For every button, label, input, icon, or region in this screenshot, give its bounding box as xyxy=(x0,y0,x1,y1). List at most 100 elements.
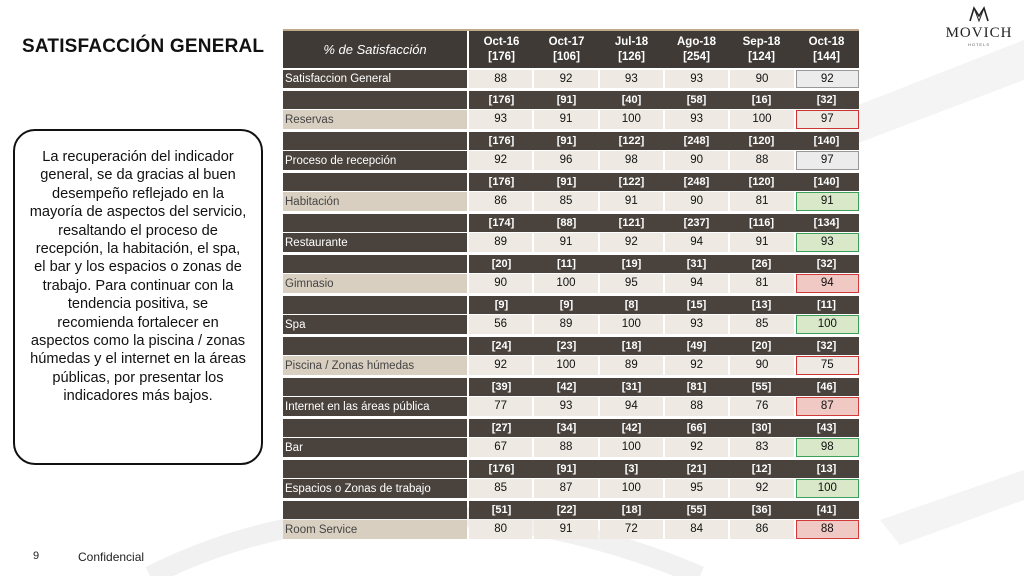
count-cell: [20] xyxy=(491,258,512,270)
count-row: [176] [91] [122] [248] [120] [140] xyxy=(283,132,859,150)
header-column: Oct-17 [106] xyxy=(534,31,599,68)
count-cells: [24] [23] [18] [49] [20] [32] xyxy=(469,337,859,355)
value-cell: 81 xyxy=(730,192,794,211)
count-cell: [81] xyxy=(686,381,707,393)
count-row-spacer xyxy=(283,91,467,109)
movich-logo: MOVICH HOTELS xyxy=(943,6,1015,47)
count-cell: [122] xyxy=(618,135,645,147)
column-count: [176] xyxy=(488,51,515,63)
count-cells: [176] [91] [40] [58] [16] [32] xyxy=(469,91,859,109)
value-row: Proceso de recepción 92 96 98 90 88 97 xyxy=(283,151,859,170)
count-cell: [91] xyxy=(556,463,577,475)
count-cell: [31] xyxy=(686,258,707,270)
count-cell: [91] xyxy=(556,94,577,106)
value-cells: 93 91 100 93 100 97 xyxy=(469,110,859,129)
logo-sub: HOTELS xyxy=(967,42,990,47)
value-cell: 86 xyxy=(730,520,794,539)
count-cell: [91] xyxy=(556,176,577,188)
count-cell: [55] xyxy=(686,504,707,516)
count-cell: [13] xyxy=(816,463,837,475)
count-cell: [42] xyxy=(556,381,577,393)
general-value-cell: 92 xyxy=(795,70,859,88)
count-cell: [248] xyxy=(683,135,710,147)
table-block: [176] [91] [3] [21] [12] [13] Espacios o Zonas… xyxy=(283,460,859,498)
row-label: Restaurante xyxy=(283,233,467,252)
column-period: Sep-18 xyxy=(742,36,781,48)
count-cell: [32] xyxy=(816,94,837,106)
value-cell: 88 xyxy=(534,438,598,457)
value-cell: 86 xyxy=(469,192,533,211)
count-row-spacer xyxy=(283,173,467,191)
count-cell: [237] xyxy=(683,217,710,229)
count-cell: [91] xyxy=(556,135,577,147)
value-cells: 77 93 94 88 76 87 xyxy=(469,397,859,416)
general-value-cell: 88 xyxy=(469,70,533,88)
row-label: Piscina / Zonas húmedas xyxy=(283,356,467,375)
value-cell: 98 xyxy=(599,151,663,170)
count-cell: [40] xyxy=(621,94,642,106)
value-cell: 81 xyxy=(730,274,794,293)
count-cell: [49] xyxy=(686,340,707,352)
count-cell: [11] xyxy=(817,299,836,311)
column-period: Oct-16 xyxy=(483,36,520,48)
value-cell: 80 xyxy=(469,520,533,539)
count-row: [27] [34] [42] [66] [30] [43] xyxy=(283,419,859,437)
value-cell: 95 xyxy=(664,479,729,498)
table-header: % de Satisfacción Oct-16 [176] Oct-17 [106]… xyxy=(283,31,859,68)
value-cell: 91 xyxy=(534,233,598,252)
value-cells: 80 91 72 84 86 88 xyxy=(469,520,859,539)
header-column: Oct-16 [176] xyxy=(469,31,534,68)
satisfaction-table: % de Satisfacción Oct-16 [176] Oct-17 [106]… xyxy=(283,31,859,539)
count-cell: [27] xyxy=(491,422,512,434)
table-block: [51] [22] [18] [55] [36] [41] Room Service 80 91… xyxy=(283,501,859,539)
count-row-spacer xyxy=(283,255,467,273)
count-cell: [120] xyxy=(748,176,775,188)
value-row: Habitación 86 85 91 90 81 91 xyxy=(283,192,859,211)
column-period: Ago-18 xyxy=(677,36,716,48)
count-row-spacer xyxy=(283,296,467,314)
value-cell: 93 xyxy=(469,110,533,129)
count-cell: [39] xyxy=(491,381,512,393)
count-cell: [26] xyxy=(751,258,772,270)
count-row: [39] [42] [31] [81] [55] [46] xyxy=(283,378,859,396)
count-row-spacer xyxy=(283,501,467,519)
value-cell: 100 xyxy=(534,274,598,293)
value-cell: 94 xyxy=(599,397,663,416)
summary-text: La recuperación del indicador general, s… xyxy=(29,149,247,405)
count-cells: [27] [34] [42] [66] [30] [43] xyxy=(469,419,859,437)
count-row-spacer xyxy=(283,132,467,150)
value-cell: 88 xyxy=(795,520,859,539)
count-row: [174] [88] [121] [237] [116] [134] xyxy=(283,214,859,232)
value-cell: 91 xyxy=(599,192,663,211)
value-cell: 84 xyxy=(664,520,729,539)
row-label: Bar xyxy=(283,438,467,457)
value-cell: 89 xyxy=(534,315,598,334)
value-cell: 92 xyxy=(469,356,533,375)
count-cells: [51] [22] [18] [55] [36] [41] xyxy=(469,501,859,519)
count-cell: [66] xyxy=(686,422,707,434)
count-cell: [32] xyxy=(816,258,837,270)
count-row: [24] [23] [18] [49] [20] [32] xyxy=(283,337,859,355)
general-row: Satisfaccion General 88 92 93 93 90 92 xyxy=(283,70,859,88)
value-cell: 100 xyxy=(795,315,859,334)
count-cell: [134] xyxy=(813,217,840,229)
value-cell: 100 xyxy=(534,356,598,375)
row-label: Espacios o Zonas de trabajo xyxy=(283,479,467,498)
count-cell: [176] xyxy=(488,94,515,106)
value-cell: 76 xyxy=(730,397,794,416)
count-cell: [51] xyxy=(491,504,512,516)
count-row-spacer xyxy=(283,378,467,396)
value-cells: 86 85 91 90 81 91 xyxy=(469,192,859,211)
count-cell: [176] xyxy=(488,463,515,475)
count-cell: [23] xyxy=(556,340,577,352)
logo-word: MOVICH xyxy=(945,25,1013,41)
count-cell: [21] xyxy=(686,463,707,475)
value-cell: 96 xyxy=(534,151,598,170)
count-cell: [140] xyxy=(813,135,840,147)
value-cell: 93 xyxy=(795,233,859,252)
count-cell: [55] xyxy=(751,381,772,393)
column-count: [144] xyxy=(813,51,840,63)
value-cell: 91 xyxy=(730,233,794,252)
count-cells: [20] [11] [19] [31] [26] [32] xyxy=(469,255,859,273)
column-count: [126] xyxy=(618,51,645,63)
